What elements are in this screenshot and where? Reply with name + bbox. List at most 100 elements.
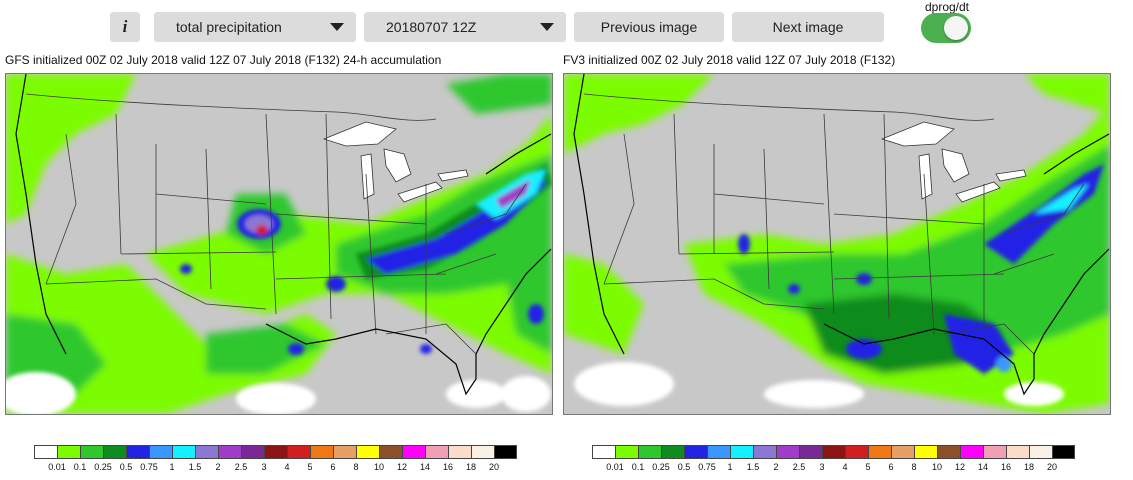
legend-label: 8 [353, 462, 359, 472]
legend-swatch-color [494, 445, 517, 459]
legend-label: 1 [727, 462, 733, 472]
legend-swatch-color [638, 445, 661, 459]
next-image-button[interactable]: Next image [732, 12, 884, 42]
legend-swatch [241, 445, 264, 459]
legend-swatch [960, 445, 983, 459]
legend-label: 0.1 [631, 462, 645, 472]
dprog-toggle[interactable] [921, 13, 971, 43]
legend-label: 16 [442, 462, 454, 472]
legend-label: 10 [373, 462, 385, 472]
legend-swatch [753, 445, 776, 459]
legend-swatch-color [707, 445, 730, 459]
legend-swatch-color [1006, 445, 1029, 459]
info-icon: i [122, 17, 128, 36]
fv3-color-legend [592, 445, 1075, 459]
legend-label: 4 [284, 462, 290, 472]
legend-swatch-color [310, 445, 333, 459]
legend-label: 2.5 [234, 462, 248, 472]
legend-swatch [195, 445, 218, 459]
legend-swatch [471, 445, 494, 459]
time-select-value: 20180707 12Z [386, 19, 477, 35]
legend-swatch-color [126, 445, 149, 459]
legend-swatch-color [172, 445, 195, 459]
gfs-precip-map [5, 73, 553, 415]
legend-swatch-color [891, 445, 914, 459]
legend-label: 18 [1023, 462, 1035, 472]
legend-swatch-color [868, 445, 891, 459]
legend-swatch-color [379, 445, 402, 459]
legend-label: 0.25 [652, 462, 670, 472]
legend-swatch [356, 445, 379, 459]
legend-swatch-color [983, 445, 1006, 459]
legend-swatch [126, 445, 149, 459]
legend-swatch-color [845, 445, 868, 459]
legend-swatch-color [34, 445, 57, 459]
legend-label: 0.75 [698, 462, 716, 472]
legend-swatch-color [914, 445, 937, 459]
legend-swatch [845, 445, 868, 459]
legend-swatch [172, 445, 195, 459]
legend-label: 0.1 [73, 462, 87, 472]
legend-label: 0.01 [48, 462, 66, 472]
legend-label: 3 [261, 462, 267, 472]
legend-swatch [638, 445, 661, 459]
legend-swatch-color [1029, 445, 1052, 459]
fv3-map-title: FV3 initialized 00Z 02 July 2018 valid 1… [563, 53, 896, 67]
legend-swatch-color [241, 445, 264, 459]
legend-label: 1 [169, 462, 175, 472]
legend-swatch [661, 445, 684, 459]
legend-swatch [494, 445, 517, 459]
legend-swatch-color [730, 445, 753, 459]
legend-swatch [937, 445, 960, 459]
legend-label: 6 [330, 462, 336, 472]
fv3-precip-map [563, 73, 1111, 415]
legend-swatch-color [195, 445, 218, 459]
legend-label: 1.5 [188, 462, 202, 472]
legend-swatch [799, 445, 822, 459]
legend-swatch [310, 445, 333, 459]
legend-label: 14 [419, 462, 431, 472]
legend-label: 16 [1000, 462, 1012, 472]
chevron-down-icon [540, 23, 554, 31]
legend-swatch [730, 445, 753, 459]
legend-swatch [402, 445, 425, 459]
variable-select[interactable]: total precipitation [154, 12, 356, 42]
legend-swatch [149, 445, 172, 459]
legend-label: 2 [215, 462, 221, 472]
legend-swatch-color [356, 445, 379, 459]
legend-swatch [707, 445, 730, 459]
legend-swatch [333, 445, 356, 459]
legend-swatch-color [937, 445, 960, 459]
gfs-color-legend [34, 445, 517, 459]
legend-swatch [57, 445, 80, 459]
legend-swatch-color [592, 445, 615, 459]
legend-label: 5 [865, 462, 871, 472]
previous-image-button[interactable]: Previous image [574, 12, 724, 42]
legend-swatch [776, 445, 799, 459]
legend-label: 0.25 [94, 462, 112, 472]
legend-swatch [287, 445, 310, 459]
legend-label: 2 [773, 462, 779, 472]
legend-swatch-color [799, 445, 822, 459]
time-select[interactable]: 20180707 12Z [364, 12, 566, 42]
legend-swatch-color [57, 445, 80, 459]
legend-swatch-color [218, 445, 241, 459]
legend-swatch-color [287, 445, 310, 459]
legend-label: 14 [977, 462, 989, 472]
legend-swatch-color [149, 445, 172, 459]
info-button[interactable]: i [110, 12, 140, 42]
toggle-knob [944, 16, 968, 40]
legend-swatch-color [333, 445, 356, 459]
legend-swatch [264, 445, 287, 459]
legend-label: 8 [911, 462, 917, 472]
legend-label: 0.5 [677, 462, 691, 472]
legend-label: 12 [954, 462, 966, 472]
chevron-down-icon [330, 23, 344, 31]
legend-label: 1.5 [746, 462, 760, 472]
legend-swatch-color [776, 445, 799, 459]
legend-swatch-color [753, 445, 776, 459]
legend-swatch [615, 445, 638, 459]
legend-label: 18 [465, 462, 477, 472]
legend-swatch-color [822, 445, 845, 459]
legend-label: 20 [488, 462, 500, 472]
